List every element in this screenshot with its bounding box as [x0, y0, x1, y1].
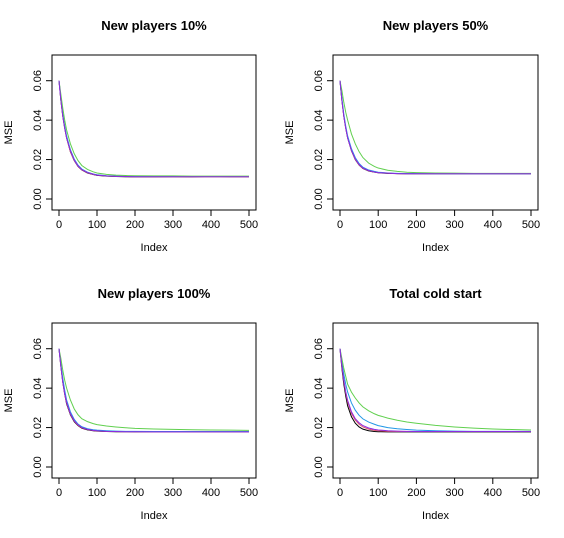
x-tick-label: 400: [484, 487, 502, 499]
x-tick-label: 200: [126, 487, 144, 499]
x-tick-label: 0: [56, 487, 62, 499]
series-line-2: [58, 80, 249, 178]
series-line-5: [339, 80, 531, 175]
x-tick-label: 300: [445, 487, 463, 499]
x-tick-label: 500: [522, 487, 540, 499]
x-tick-label: 200: [407, 487, 425, 499]
y-axis-label: MSE: [284, 121, 296, 145]
y-tick-label: 0.02: [32, 417, 44, 438]
y-tick-label: 0.04: [32, 377, 44, 398]
x-tick-label: 300: [164, 487, 182, 499]
x-tick-label: 100: [369, 487, 387, 499]
chart-panel-1: New players 10% 0 100 200 300 400 500 0.00 0.02 0…: [3, 18, 258, 254]
y-axis-label: MSE: [284, 389, 296, 413]
plot-frame: [51, 54, 257, 211]
y-tick-label: 0.06: [313, 70, 325, 91]
y-tick-label: 0.04: [32, 109, 44, 130]
series-line-2: [339, 348, 531, 433]
x-tick-label: 400: [202, 487, 220, 499]
chart-panel-4: Total cold start 0 100 200 300 400 500 0.00 0.02…: [284, 286, 540, 522]
plot-frame: [51, 322, 257, 479]
x-tick-label: 0: [337, 219, 343, 231]
y-tick-label: 0.06: [32, 70, 44, 91]
chart-title: New players 10%: [101, 18, 207, 33]
series-line-4: [339, 80, 531, 174]
plot-frame: [332, 54, 539, 211]
x-tick-label: 100: [88, 487, 106, 499]
x-axis-label: Index: [422, 510, 449, 522]
x-tick-label: 300: [445, 219, 463, 231]
x-tick-label: 400: [484, 219, 502, 231]
x-tick-label: 100: [88, 219, 106, 231]
y-tick-label: 0.06: [313, 338, 325, 359]
x-axis-label: Index: [141, 242, 168, 254]
y-tick-label: 0.00: [32, 456, 44, 477]
y-tick-label: 0.00: [313, 456, 325, 477]
series-line-4: [58, 348, 250, 431]
series-line-4: [339, 348, 532, 431]
series-line-3: [339, 80, 531, 175]
series-line-2: [339, 80, 531, 175]
chart-title: New players 100%: [98, 286, 211, 301]
series-line-3: [58, 348, 249, 433]
chart-panel-2: New players 50% 0 100 200 300 400 500 0.00 0.02 0…: [284, 18, 540, 254]
y-axis-label: MSE: [3, 121, 15, 145]
plot-frame: [332, 322, 539, 479]
y-tick-label: 0.04: [313, 377, 325, 398]
x-tick-label: 0: [56, 219, 62, 231]
x-tick-label: 300: [164, 219, 182, 231]
x-axis-label: Index: [422, 242, 449, 254]
chart-title: Total cold start: [389, 286, 482, 301]
y-tick-label: 0.02: [313, 149, 325, 170]
y-tick-label: 0.02: [32, 149, 44, 170]
series-line-5: [58, 80, 249, 178]
chart-title: New players 50%: [383, 18, 489, 33]
series-line-1: [58, 80, 249, 178]
series-line-2: [58, 348, 249, 433]
x-tick-label: 200: [407, 219, 425, 231]
series-line-1: [339, 348, 531, 433]
series-line-1: [58, 348, 249, 433]
y-tick-label: 0.02: [313, 417, 325, 438]
x-tick-label: 500: [240, 219, 258, 231]
x-tick-label: 200: [126, 219, 144, 231]
x-tick-label: 0: [337, 487, 343, 499]
y-tick-label: 0.06: [32, 338, 44, 359]
y-tick-label: 0.00: [32, 188, 44, 209]
series-line-3: [58, 80, 249, 178]
x-tick-label: 400: [202, 219, 220, 231]
series-line-5: [339, 348, 531, 433]
series-line-3: [339, 348, 531, 432]
x-tick-label: 500: [240, 487, 258, 499]
series-line-5: [58, 348, 249, 433]
x-tick-label: 100: [369, 219, 387, 231]
x-tick-label: 500: [522, 219, 540, 231]
y-axis-label: MSE: [3, 389, 15, 413]
x-axis-label: Index: [141, 510, 168, 522]
y-tick-label: 0.04: [313, 109, 325, 130]
chart-panel-3: New players 100% 0 100 200 300 400 500 0.00 0.02…: [3, 286, 258, 522]
y-tick-label: 0.00: [313, 188, 325, 209]
series-line-4: [58, 80, 249, 177]
series-line-1: [339, 80, 531, 175]
